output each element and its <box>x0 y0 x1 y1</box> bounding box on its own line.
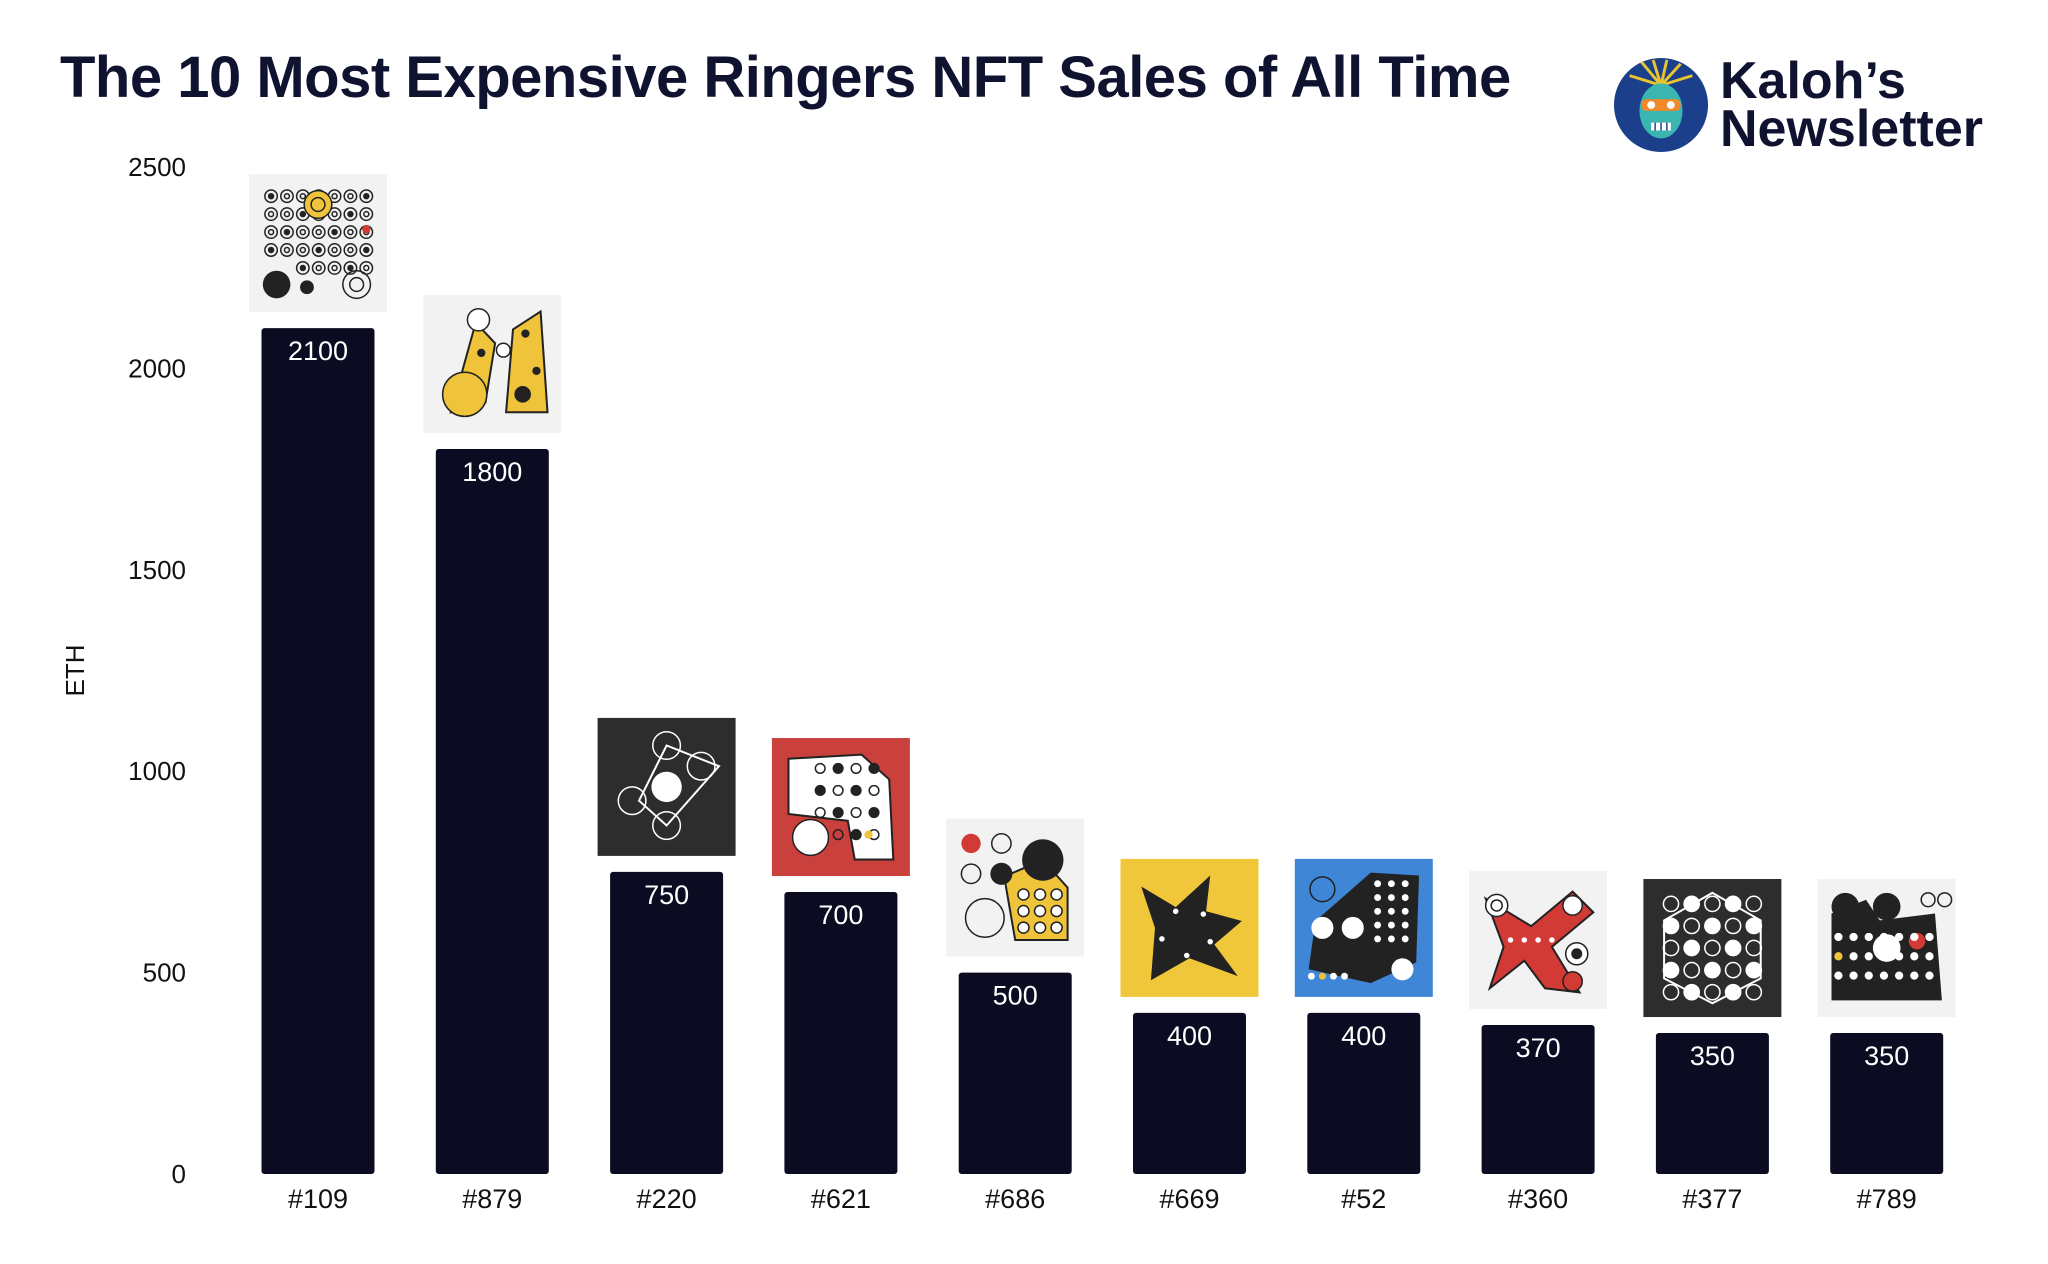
y-tick-label: 1500 <box>128 555 186 585</box>
brand-name: Kaloh’s Newsletter <box>1720 52 1983 158</box>
x-tick-label: #360 <box>1508 1184 1568 1214</box>
bar-value-label: 2100 <box>288 336 348 366</box>
bar-value-label: 750 <box>644 880 689 910</box>
bar-value-label: 350 <box>1690 1041 1735 1071</box>
nft-thumbnail <box>946 818 1085 957</box>
brand-avatar-icon <box>1613 57 1709 153</box>
nft-thumbnail <box>423 294 562 433</box>
y-tick-label: 0 <box>172 1159 186 1189</box>
nft-thumbnail <box>597 717 736 856</box>
bar-value-label: 500 <box>993 981 1038 1011</box>
x-tick-label: #109 <box>288 1184 348 1214</box>
chart-title: The 10 Most Expensive Ringers NFT Sales … <box>60 45 1511 110</box>
bar <box>435 448 549 1175</box>
bar <box>958 972 1072 1174</box>
y-tick-label: 1000 <box>128 756 186 786</box>
x-tick-label: #669 <box>1159 1184 1219 1214</box>
y-tick-label: 500 <box>143 958 186 988</box>
nft-thumbnail <box>1469 870 1608 1009</box>
nft-thumbnail <box>249 174 387 313</box>
y-tick-label: 2000 <box>128 353 186 383</box>
bar <box>1133 1012 1246 1174</box>
bar <box>1830 1033 1944 1174</box>
bar-value-label: 370 <box>1516 1033 1561 1063</box>
x-tick-label: #52 <box>1341 1184 1386 1214</box>
brand-line1: Kaloh’s <box>1720 52 1906 110</box>
x-tick-label: #686 <box>985 1184 1045 1214</box>
bar-value-label: 1800 <box>462 457 522 487</box>
bar-value-label: 350 <box>1864 1041 1909 1071</box>
bar <box>610 871 724 1174</box>
brand-line2: Newsletter <box>1720 100 1983 158</box>
x-tick-label: #879 <box>462 1184 522 1214</box>
bar <box>784 892 898 1174</box>
brand: Kaloh’s Newsletter <box>1612 52 1983 158</box>
x-tick-label: #789 <box>1857 1184 1917 1214</box>
bar-value-label: 400 <box>1341 1021 1386 1051</box>
x-tick-label: #220 <box>637 1184 697 1214</box>
bar <box>1307 1012 1421 1174</box>
y-axis-label: ETH <box>60 645 90 697</box>
bar <box>1655 1033 1769 1174</box>
nft-thumbnail <box>1120 858 1259 997</box>
bar-value-label: 400 <box>1167 1021 1212 1051</box>
bar <box>1481 1024 1595 1174</box>
nft-thumbnail <box>1817 879 1956 1018</box>
nft-thumbnail <box>1643 879 1782 1018</box>
x-tick-label: #621 <box>811 1184 871 1214</box>
y-tick-label: 2500 <box>128 152 186 182</box>
nft-thumbnail <box>771 738 910 877</box>
bar-value-label: 700 <box>818 900 863 930</box>
bar <box>261 328 375 1174</box>
nft-thumbnail <box>1294 858 1433 997</box>
x-tick-label: #377 <box>1682 1184 1742 1214</box>
